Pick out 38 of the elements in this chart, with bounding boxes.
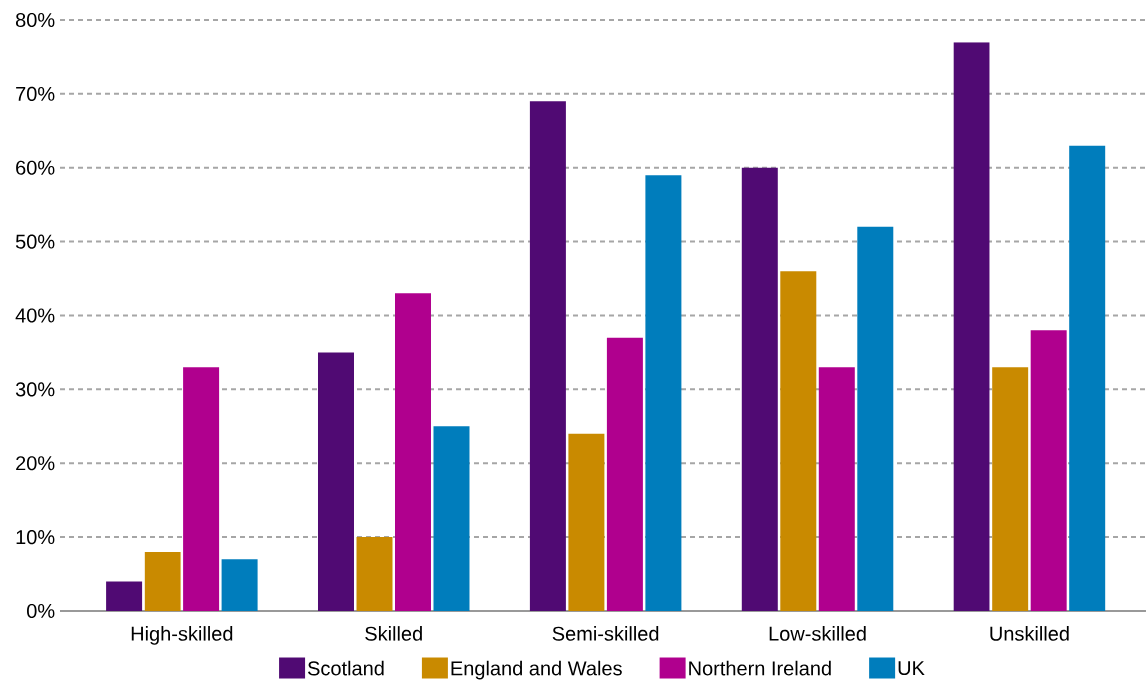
bar	[1030, 330, 1067, 611]
bar	[741, 167, 778, 611]
legend-label: Northern Ireland	[689, 660, 831, 676]
bar	[780, 271, 817, 611]
x-tick-label: Skilled	[365, 626, 422, 641]
bar	[221, 559, 258, 611]
y-tick-label: 70%	[16, 86, 55, 101]
y-tick-label: 30%	[15, 382, 55, 397]
bar	[318, 352, 354, 611]
bar	[356, 537, 393, 611]
y-tick-label: 80%	[15, 12, 55, 28]
bar	[818, 367, 855, 611]
bar	[395, 293, 431, 611]
legend-label: England and Wales	[451, 660, 622, 680]
legend-label: Scotland	[307, 660, 384, 676]
y-tick-label: 50%	[15, 234, 55, 249]
bar	[645, 175, 682, 611]
legend-label: UK	[898, 661, 925, 676]
y-tick-label: 0%	[27, 603, 55, 619]
y-tick-label: 10%	[16, 530, 55, 545]
bar	[433, 426, 470, 611]
bar	[1069, 145, 1106, 611]
bar	[106, 581, 143, 611]
x-tick-label: Unskilled	[990, 626, 1069, 641]
y-tick-label: 40%	[15, 308, 55, 323]
bar	[529, 101, 566, 611]
x-tick-label: Low-skilled	[769, 626, 866, 641]
bar	[144, 551, 181, 611]
y-tick-label: 60%	[16, 160, 55, 175]
bar	[568, 433, 605, 611]
bar	[183, 367, 220, 611]
y-tick-label: 20%	[16, 456, 55, 471]
bar	[857, 226, 894, 611]
bar	[992, 367, 1029, 611]
bar	[606, 337, 643, 611]
x-tick-label: High-skilled	[131, 626, 233, 645]
x-tick-label: Semi-skilled	[552, 626, 659, 641]
bar	[953, 42, 990, 611]
